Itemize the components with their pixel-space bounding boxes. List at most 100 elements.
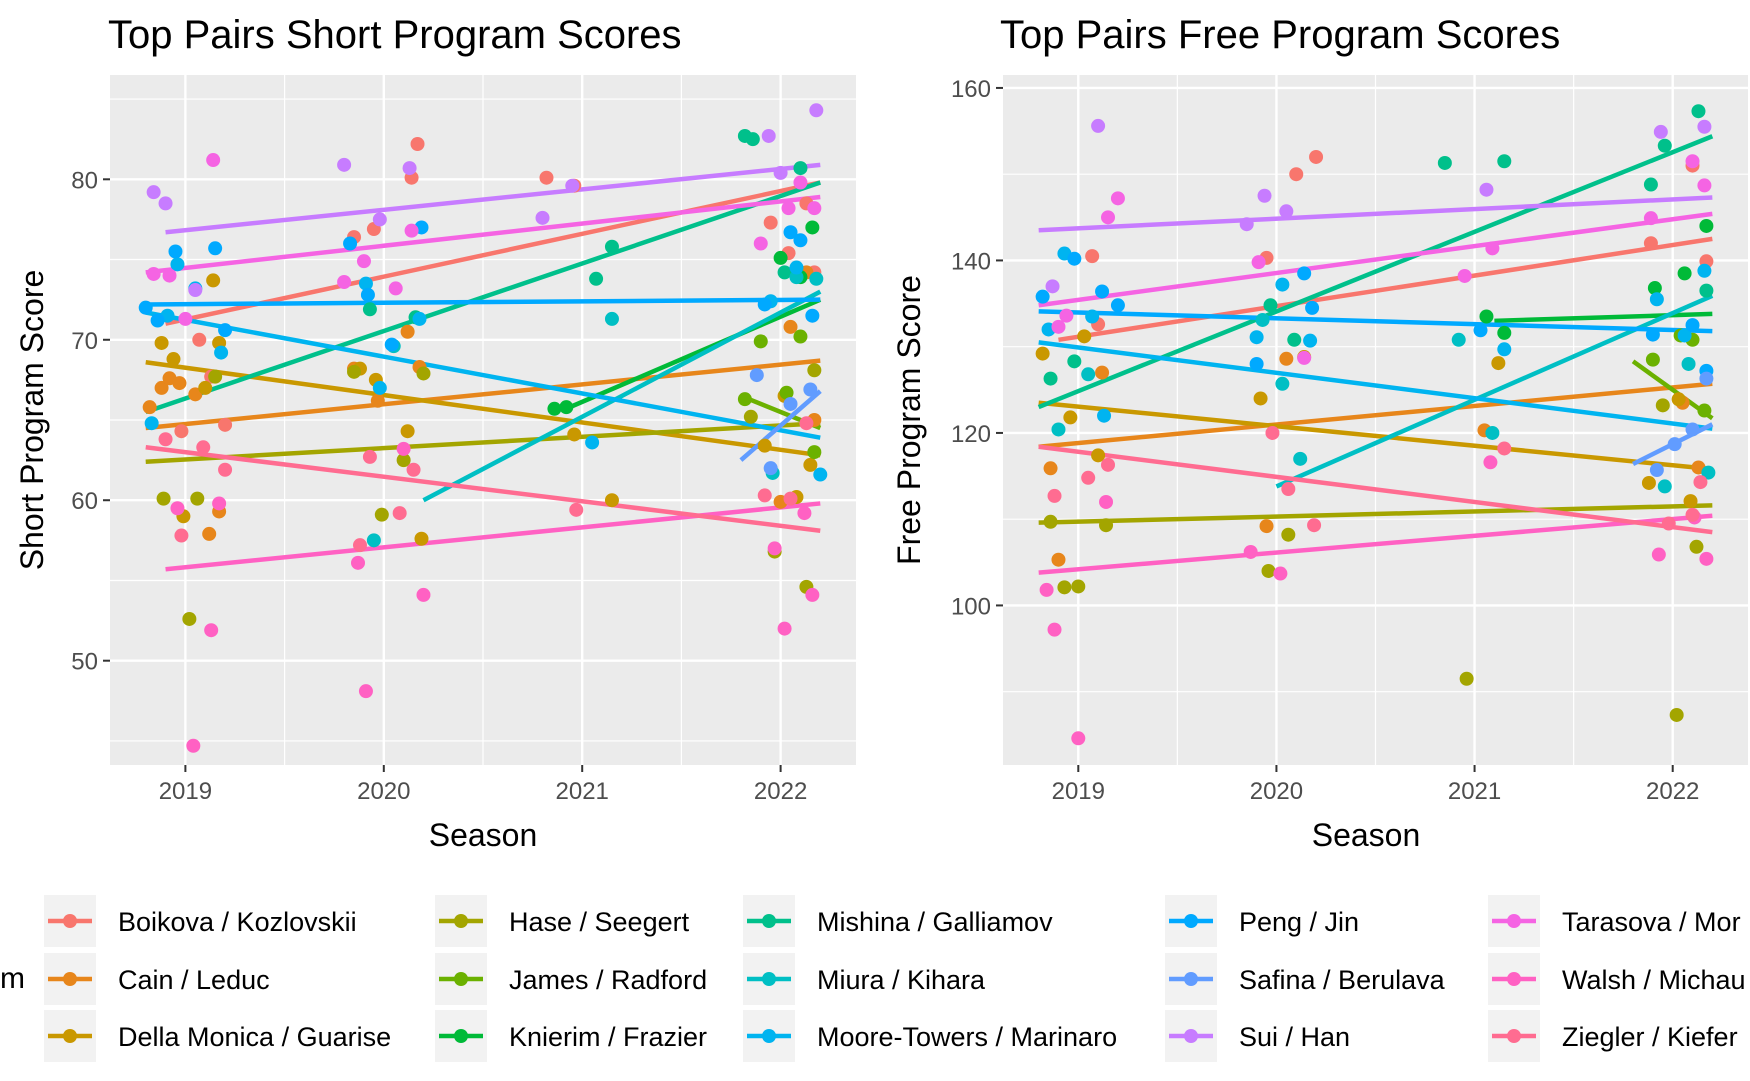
data-point [150, 313, 165, 328]
data-point [396, 453, 411, 468]
data-point [1047, 622, 1062, 637]
chart-title: Top Pairs Short Program Scores [108, 13, 682, 57]
legend-label: Tarasova / Mor [1562, 907, 1741, 937]
data-point [366, 533, 381, 548]
data-point [753, 334, 768, 349]
legend-label: Della Monica / Guarise [118, 1022, 391, 1052]
data-point [1667, 437, 1682, 452]
data-point [402, 161, 417, 176]
x-axis-ticks: 2019 2020 2021 2022 [159, 765, 807, 805]
trend-line [1058, 236, 1713, 343]
trend-line [1038, 381, 1713, 449]
data-point [146, 266, 161, 281]
data-point [567, 427, 582, 442]
data-point [1249, 356, 1264, 371]
trend-line [145, 310, 821, 440]
data-point [156, 491, 171, 506]
data-point [400, 324, 415, 339]
data-point [190, 491, 205, 506]
trend-line [145, 358, 821, 431]
data-point [174, 424, 189, 439]
x-axis-label: Season [429, 817, 538, 853]
trend-line [1038, 400, 1713, 472]
data-point [1497, 325, 1512, 340]
data-point [1457, 268, 1472, 283]
chart-title: Top Pairs Free Program Scores [1000, 13, 1560, 57]
data-point [1655, 398, 1670, 413]
data-point [384, 337, 399, 352]
data-point [783, 491, 798, 506]
data-point [406, 462, 421, 477]
trend-line [1038, 503, 1713, 525]
data-point [789, 260, 804, 275]
data-point [351, 555, 366, 570]
data-point [753, 236, 768, 251]
data-point [1643, 211, 1658, 226]
x-tick-label: 2019 [159, 778, 212, 805]
data-point [182, 611, 197, 626]
data-point [1101, 457, 1116, 472]
data-point [1307, 518, 1322, 533]
trend-line [165, 501, 821, 572]
data-point [188, 387, 203, 402]
y-tick-label: 50 [71, 649, 98, 676]
data-point [1451, 332, 1466, 347]
data-points [138, 103, 828, 753]
data-point [358, 684, 373, 699]
legend-entry: James / Radford [435, 953, 707, 1005]
data-point [565, 178, 580, 193]
data-point [1645, 352, 1660, 367]
x-axis-label: Season [1312, 817, 1421, 853]
data-point [154, 335, 169, 350]
data-point [218, 417, 233, 432]
data-point [745, 132, 760, 147]
x-tick-label: 2019 [1052, 778, 1105, 805]
legend-label: Walsh / Michau [1562, 965, 1746, 995]
trend-line [1038, 309, 1713, 334]
data-point [212, 496, 227, 511]
data-point [1699, 371, 1714, 386]
legend-key-point [1507, 1029, 1521, 1043]
legend-label: Cain / Leduc [118, 965, 270, 995]
data-point [1273, 566, 1288, 581]
data-point [1681, 356, 1696, 371]
data-point [416, 587, 431, 602]
data-point [1257, 188, 1272, 203]
data-point [1699, 283, 1714, 298]
data-point [789, 270, 804, 285]
data-point [337, 275, 352, 289]
data-point [604, 311, 619, 326]
data-point [158, 196, 173, 211]
data-point [1099, 518, 1114, 533]
data-point [805, 308, 820, 323]
data-point [539, 170, 554, 185]
data-point [1699, 218, 1714, 233]
data-point [1071, 579, 1086, 594]
data-point [1497, 441, 1512, 456]
data-point [805, 587, 820, 602]
data-point [569, 502, 584, 517]
legend-entry: Mishina / Galliamov [743, 895, 1053, 947]
legend-key-point [63, 972, 77, 986]
y-tick-label: 70 [71, 328, 98, 355]
data-point [214, 345, 229, 360]
data-point [1099, 494, 1114, 509]
legend-label: Miura / Kihara [817, 965, 986, 995]
legend-label: Hase / Seegert [509, 907, 690, 937]
data-point [1483, 455, 1498, 470]
data-point [372, 380, 387, 395]
data-point [807, 363, 822, 378]
trend-line [1038, 513, 1713, 575]
data-point [206, 153, 221, 168]
y-tick-label: 140 [951, 248, 991, 275]
x-tick-label: 2020 [357, 778, 410, 805]
data-point [1091, 118, 1106, 133]
data-point [1293, 451, 1308, 466]
data-point [743, 409, 758, 424]
data-point [1491, 356, 1506, 371]
data-point [1643, 236, 1658, 251]
trend-line [1038, 195, 1713, 233]
data-point [1473, 323, 1488, 338]
data-point [218, 323, 233, 338]
data-point [337, 157, 352, 172]
